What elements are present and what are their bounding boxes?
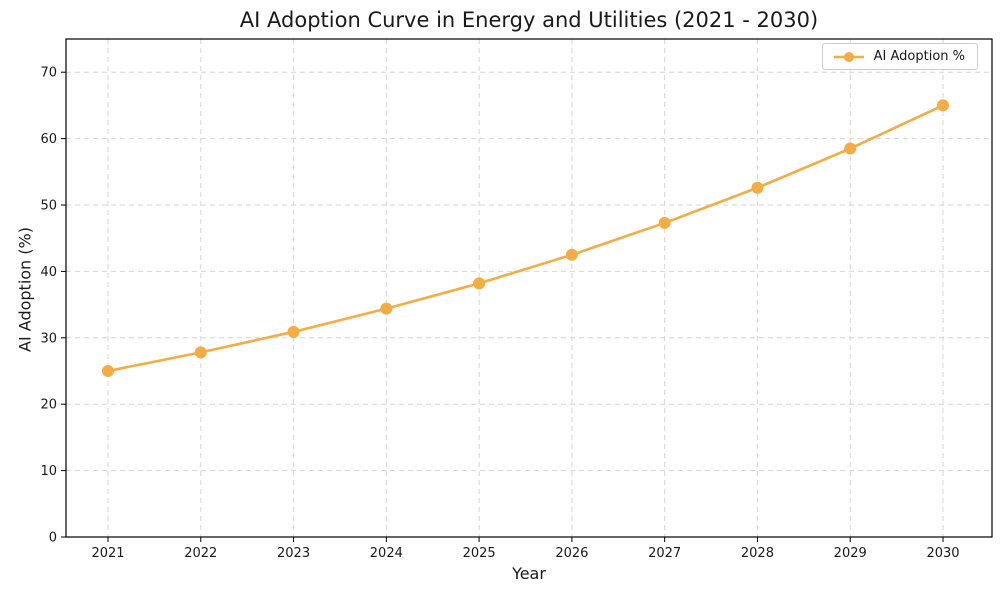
chart-title: AI Adoption Curve in Energy and Utilitie… [239, 8, 819, 32]
data-point [287, 325, 300, 338]
y-tick-label: 70 [40, 66, 57, 81]
legend: AI Adoption % [821, 43, 978, 70]
x-tick-label: 2030 [926, 546, 959, 561]
legend-line-sample [833, 51, 864, 62]
y-tick-label: 40 [40, 265, 57, 280]
x-tick-label: 2026 [555, 546, 588, 561]
x-tick-label: 2023 [277, 546, 310, 561]
y-tick-label: 10 [40, 464, 57, 479]
x-axis-label: Year [512, 564, 546, 583]
legend-label: AI Adoption % [873, 49, 965, 64]
data-point [473, 277, 486, 290]
data-point [194, 346, 207, 359]
y-tick-label: 20 [40, 398, 57, 413]
y-tick-label: 30 [40, 331, 57, 346]
x-tick-label: 2027 [648, 546, 681, 561]
data-point [565, 248, 578, 261]
x-tick-label: 2022 [184, 546, 217, 561]
y-tick-label: 60 [40, 132, 57, 147]
plot-frame [65, 38, 993, 538]
y-tick-label: 0 [49, 531, 57, 546]
x-tick-label: 2028 [741, 546, 774, 561]
x-tick-label: 2021 [91, 546, 124, 561]
data-point [658, 216, 671, 229]
data-point [380, 302, 393, 315]
legend-marker-icon [843, 51, 854, 62]
x-tick-label: 2024 [370, 546, 403, 561]
data-point [102, 365, 114, 377]
x-tick-label: 2025 [463, 546, 496, 561]
data-point [751, 181, 764, 194]
y-tick-label: 50 [40, 199, 57, 214]
data-point [937, 99, 949, 112]
data-line [106, 104, 945, 373]
data-point [844, 142, 857, 155]
x-tick-label: 2029 [834, 546, 867, 561]
